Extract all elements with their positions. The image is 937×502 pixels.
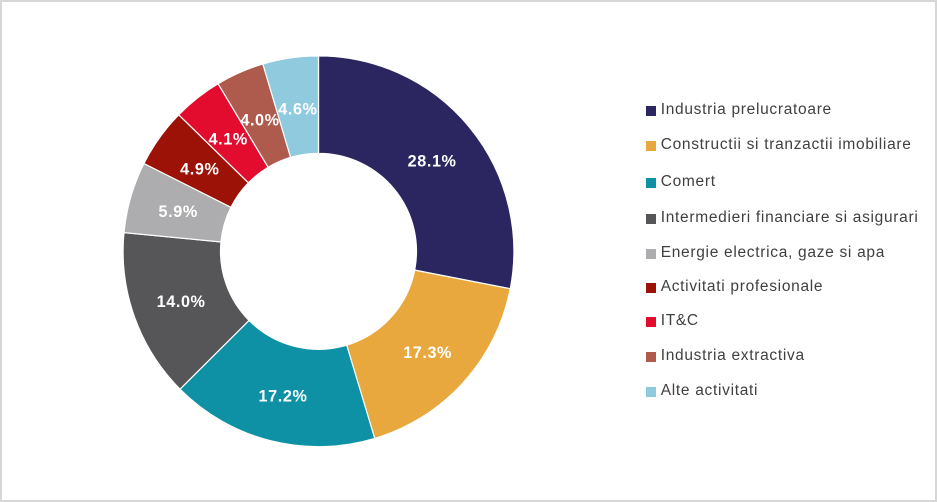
svg-text:4.6%: 4.6% <box>278 101 317 119</box>
svg-text:4.0%: 4.0% <box>240 111 279 129</box>
svg-text:17.3%: 17.3% <box>403 344 452 362</box>
svg-text:14.0%: 14.0% <box>157 293 206 311</box>
svg-text:17.2%: 17.2% <box>259 388 308 406</box>
svg-text:4.1%: 4.1% <box>209 131 248 149</box>
svg-text:28.1%: 28.1% <box>408 152 457 170</box>
svg-text:5.9%: 5.9% <box>159 203 198 221</box>
svg-text:4.9%: 4.9% <box>180 160 219 178</box>
